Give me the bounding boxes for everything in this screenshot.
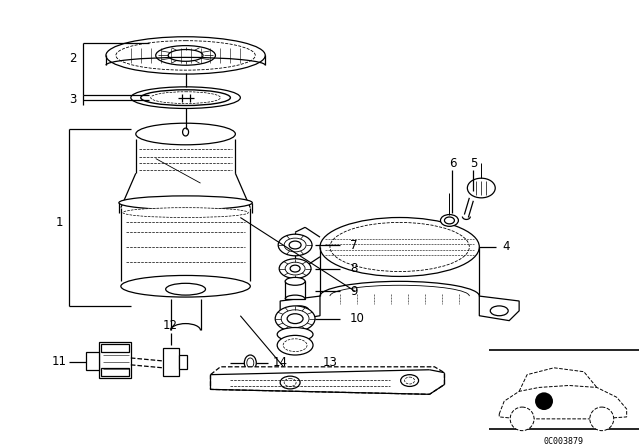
Ellipse shape (404, 377, 415, 384)
Ellipse shape (490, 306, 508, 316)
Circle shape (535, 392, 553, 410)
Text: 13: 13 (323, 356, 337, 370)
Bar (101, 344, 129, 352)
Ellipse shape (141, 90, 230, 106)
Bar (86, 352, 99, 370)
Ellipse shape (330, 222, 469, 271)
Ellipse shape (287, 314, 303, 323)
Bar (99, 342, 131, 378)
Ellipse shape (168, 50, 203, 61)
Ellipse shape (280, 376, 300, 389)
Ellipse shape (278, 234, 312, 256)
Circle shape (510, 407, 534, 431)
Ellipse shape (467, 178, 495, 198)
Ellipse shape (290, 265, 300, 272)
Ellipse shape (244, 355, 256, 371)
Ellipse shape (277, 336, 313, 355)
Ellipse shape (284, 379, 296, 387)
Ellipse shape (285, 277, 305, 285)
Bar (285, 281, 305, 299)
Ellipse shape (166, 283, 205, 295)
Ellipse shape (106, 37, 265, 74)
Ellipse shape (291, 306, 309, 316)
Polygon shape (499, 385, 627, 419)
Text: 0C003879: 0C003879 (544, 436, 584, 446)
Text: 11: 11 (52, 355, 67, 368)
Text: 6: 6 (449, 157, 456, 170)
Ellipse shape (121, 276, 250, 297)
Ellipse shape (440, 215, 458, 226)
Ellipse shape (444, 217, 454, 224)
Circle shape (590, 407, 614, 431)
Ellipse shape (289, 241, 301, 249)
Ellipse shape (247, 358, 254, 368)
Text: 7: 7 (350, 238, 357, 251)
Ellipse shape (156, 46, 216, 65)
Ellipse shape (119, 196, 252, 210)
Text: 1: 1 (56, 216, 63, 229)
Polygon shape (211, 367, 444, 394)
Ellipse shape (275, 306, 315, 332)
Bar (163, 348, 179, 375)
Bar (101, 368, 129, 375)
Polygon shape (280, 296, 320, 321)
Ellipse shape (151, 92, 220, 103)
Text: 9: 9 (350, 284, 357, 297)
Ellipse shape (131, 87, 241, 108)
Ellipse shape (281, 310, 309, 327)
Ellipse shape (123, 208, 248, 217)
Ellipse shape (285, 262, 305, 275)
Text: 12: 12 (163, 319, 178, 332)
Ellipse shape (136, 123, 236, 145)
Text: 4: 4 (502, 241, 510, 254)
Text: 8: 8 (350, 262, 357, 275)
Text: 10: 10 (350, 312, 365, 325)
Text: 3: 3 (69, 93, 77, 106)
Ellipse shape (277, 327, 313, 341)
Bar (179, 355, 187, 369)
Ellipse shape (320, 217, 479, 276)
Polygon shape (479, 296, 519, 321)
Ellipse shape (284, 238, 306, 252)
Text: 5: 5 (470, 157, 477, 170)
Ellipse shape (116, 41, 255, 70)
Text: 2: 2 (69, 52, 77, 65)
Ellipse shape (401, 375, 419, 387)
Ellipse shape (279, 259, 311, 278)
Ellipse shape (283, 339, 307, 352)
Text: 14: 14 (272, 356, 287, 370)
